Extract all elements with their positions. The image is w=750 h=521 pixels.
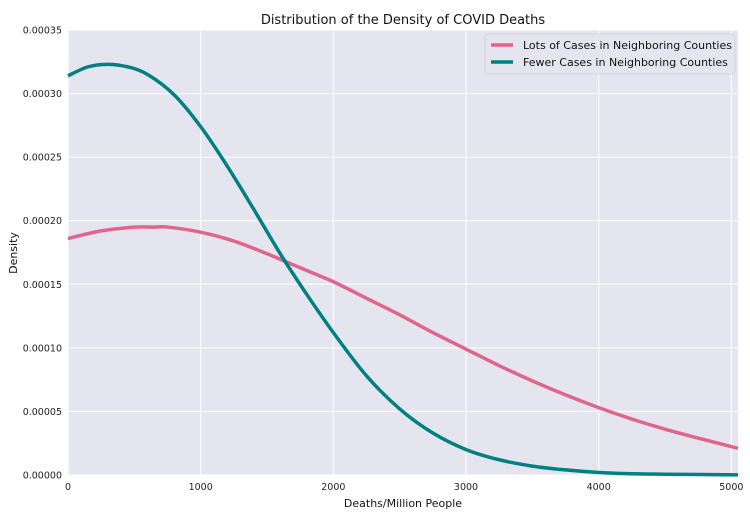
chart-title: Distribution of the Density of COVID Dea…	[261, 13, 546, 28]
y-axis-label: Density	[7, 232, 20, 274]
x-axis-label: Deaths/Million People	[344, 497, 462, 510]
y-tick-labels: 0.00000 0.00005 0.00010 0.00015 0.00020 0.000…	[23, 26, 62, 482]
gridlines	[67, 29, 738, 476]
x-tick-label: 1000	[189, 482, 213, 493]
x-tick-label: 2000	[321, 482, 345, 493]
legend-label-fewer: Fewer Cases in Neighboring Counties	[523, 56, 728, 69]
x-tick-label: 4000	[587, 482, 611, 493]
x-tick-labels: 0 1000 2000 3000 4000 5000	[65, 482, 743, 493]
plot-background	[68, 30, 738, 475]
y-tick-label: 0.00015	[23, 280, 62, 291]
y-tick-label: 0.00010	[23, 343, 62, 354]
y-tick-label: 0.00000	[23, 471, 62, 482]
y-tick-label: 0.00030	[23, 89, 62, 100]
series-line-0	[67, 224, 739, 450]
series-lines	[67, 62, 739, 477]
x-tick-label: 3000	[454, 482, 478, 493]
legend-label-lots: Lots of Cases in Neighboring Counties	[523, 39, 732, 52]
y-tick-label: 0.00035	[23, 26, 62, 37]
legend-box	[484, 33, 736, 75]
x-tick-label: 0	[65, 482, 71, 493]
y-tick-label: 0.00005	[23, 407, 62, 418]
y-tick-label: 0.00025	[23, 153, 62, 164]
legend: Lots of Cases in Neighboring Counties Fe…	[484, 33, 736, 75]
y-tick-label: 0.00020	[23, 216, 62, 227]
series-line-1	[67, 62, 739, 477]
x-tick-label: 5000	[719, 482, 743, 493]
